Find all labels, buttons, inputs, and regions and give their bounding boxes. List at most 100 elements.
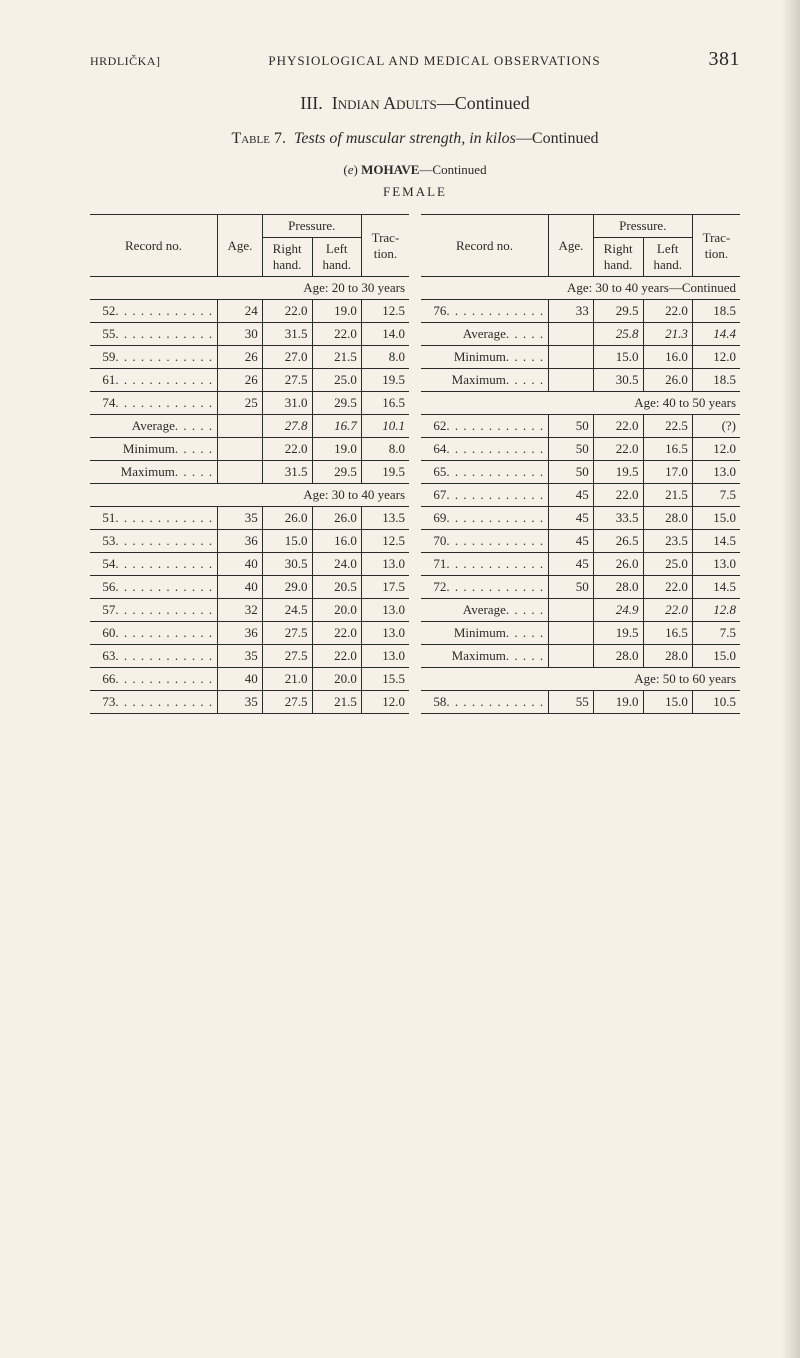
cell-left-hand: 16.7 [312, 415, 361, 438]
cell-record-no: 54. . . . . . . . . . . . [90, 553, 218, 576]
cell-record-no: 60. . . . . . . . . . . . [90, 622, 218, 645]
right-g3-rows: 58. . . . . . . . . . . .5519.015.010.5 [421, 691, 740, 714]
cell-left-hand: 21.5 [312, 691, 361, 714]
cell-summary-label: Maximum. . . . . [421, 369, 549, 392]
running-head-title: PHYSIOLOGICAL AND MEDICAL OBSERVATIONS [181, 53, 689, 69]
cell-traction: 13.0 [361, 553, 409, 576]
cell-right-hand: 26.5 [593, 530, 643, 553]
cell-left-hand: 16.0 [643, 346, 692, 369]
cell-age: 45 [549, 507, 594, 530]
cell-traction: 13.0 [361, 645, 409, 668]
cell-right-hand: 22.0 [593, 438, 643, 461]
cell-left-hand: 22.0 [643, 599, 692, 622]
cell-age: 26 [218, 346, 263, 369]
th-age: Age. [549, 215, 594, 277]
left-g2-age: Age: 30 to 40 years [90, 484, 409, 507]
age-group-label: Age: 30 to 40 years [90, 484, 409, 507]
cell-summary-label: Minimum. . . . . [421, 346, 549, 369]
cell-left-hand: 22.0 [312, 323, 361, 346]
cell-age: 35 [218, 507, 263, 530]
cell-age: 50 [549, 415, 594, 438]
cell-age: 40 [218, 553, 263, 576]
section-title-text: Indian Adults [332, 93, 437, 113]
cell-right-hand: 29.5 [593, 300, 643, 323]
sub-caption-1: (e) MOHAVE—Continued [90, 162, 740, 178]
cell-traction: 15.0 [692, 507, 740, 530]
cell-traction: 10.5 [692, 691, 740, 714]
cell-record-no: 73. . . . . . . . . . . . [90, 691, 218, 714]
cell-record-no: 66. . . . . . . . . . . . [90, 668, 218, 691]
cell-right-hand: 26.0 [593, 553, 643, 576]
summary-row: Maximum. . . . .31.529.519.5 [90, 461, 409, 484]
right-g1-age: Age: 30 to 40 years—Continued [421, 277, 740, 300]
summary-row: Average. . . . .24.922.012.8 [421, 599, 740, 622]
age-group-label: Age: 20 to 30 years [90, 277, 409, 300]
cell-record-no: 62. . . . . . . . . . . . [421, 415, 549, 438]
cell-record-no: 76. . . . . . . . . . . . [421, 300, 549, 323]
cell-left-hand: 26.0 [312, 507, 361, 530]
cell-traction: 19.5 [361, 461, 409, 484]
cell-right-hand: 19.5 [593, 622, 643, 645]
table-row: 63. . . . . . . . . . . .3527.522.013.0 [90, 645, 409, 668]
cell-record-no: 64. . . . . . . . . . . . [421, 438, 549, 461]
page-number: 381 [709, 48, 741, 71]
th-record-no: Record no. [421, 215, 549, 277]
age-group-label: Age: 30 to 40 years—Continued [421, 277, 740, 300]
left-column: Record no. Age. Pressure. Trac-tion. Rig… [90, 214, 409, 714]
cell-age: 33 [549, 300, 594, 323]
cell-traction: 15.0 [692, 645, 740, 668]
cell-traction: 13.0 [692, 553, 740, 576]
cell-age: 45 [549, 530, 594, 553]
cell-traction: 12.5 [361, 300, 409, 323]
cell-right-hand: 19.5 [593, 461, 643, 484]
right-g2-rows: 62. . . . . . . . . . . .5022.022.5(?)64… [421, 415, 740, 599]
cell-record-no: 70. . . . . . . . . . . . [421, 530, 549, 553]
cell-record-no: 61. . . . . . . . . . . . [90, 369, 218, 392]
cell-age: 50 [549, 461, 594, 484]
cell-record-no: 65. . . . . . . . . . . . [421, 461, 549, 484]
left-g1-rows: 52. . . . . . . . . . . .2422.019.012.55… [90, 300, 409, 415]
cell-right-hand: 30.5 [593, 369, 643, 392]
cell-left-hand: 16.0 [312, 530, 361, 553]
table-row: 57. . . . . . . . . . . .3224.520.013.0 [90, 599, 409, 622]
age-group-label: Age: 40 to 50 years [421, 392, 740, 415]
cell-left-hand: 16.5 [643, 622, 692, 645]
cell-left-hand: 20.0 [312, 599, 361, 622]
table-row: 56. . . . . . . . . . . .4029.020.517.5 [90, 576, 409, 599]
table-row: 60. . . . . . . . . . . .3627.522.013.0 [90, 622, 409, 645]
cell-age: 45 [549, 484, 594, 507]
table-row: 51. . . . . . . . . . . .3526.026.013.5 [90, 507, 409, 530]
cell-traction: 8.0 [361, 346, 409, 369]
cell-left-hand: 29.5 [312, 392, 361, 415]
cell-age [218, 438, 263, 461]
table-row: 67. . . . . . . . . . . .4522.021.57.5 [421, 484, 740, 507]
cell-summary-label: Average. . . . . [90, 415, 218, 438]
cell-summary-label: Average. . . . . [421, 323, 549, 346]
summary-row: Minimum. . . . .19.516.57.5 [421, 622, 740, 645]
cell-right-hand: 22.0 [262, 438, 312, 461]
table-row: 70. . . . . . . . . . . .4526.523.514.5 [421, 530, 740, 553]
th-pressure: Pressure. [262, 215, 361, 238]
right-g2-age: Age: 40 to 50 years [421, 392, 740, 415]
cell-right-hand: 22.0 [593, 484, 643, 507]
cell-record-no: 55. . . . . . . . . . . . [90, 323, 218, 346]
cell-left-hand: 28.0 [643, 645, 692, 668]
page: HRDLIČKA] PHYSIOLOGICAL AND MEDICAL OBSE… [0, 0, 800, 774]
cell-record-no: 52. . . . . . . . . . . . [90, 300, 218, 323]
table-label: Table [231, 130, 270, 147]
cell-traction: 7.5 [692, 622, 740, 645]
cell-age: 24 [218, 300, 263, 323]
cell-traction: 14.5 [692, 576, 740, 599]
cell-traction: 12.0 [692, 438, 740, 461]
cell-traction: (?) [692, 415, 740, 438]
cell-traction: 7.5 [692, 484, 740, 507]
cell-record-no: 69. . . . . . . . . . . . [421, 507, 549, 530]
cell-left-hand: 19.0 [312, 438, 361, 461]
table-row: 52. . . . . . . . . . . .2422.019.012.5 [90, 300, 409, 323]
cell-traction: 18.5 [692, 369, 740, 392]
cell-right-hand: 27.5 [262, 645, 312, 668]
cell-record-no: 57. . . . . . . . . . . . [90, 599, 218, 622]
cell-record-no: 53. . . . . . . . . . . . [90, 530, 218, 553]
sub-caption-2: FEMALE [90, 184, 740, 200]
cell-age: 50 [549, 576, 594, 599]
